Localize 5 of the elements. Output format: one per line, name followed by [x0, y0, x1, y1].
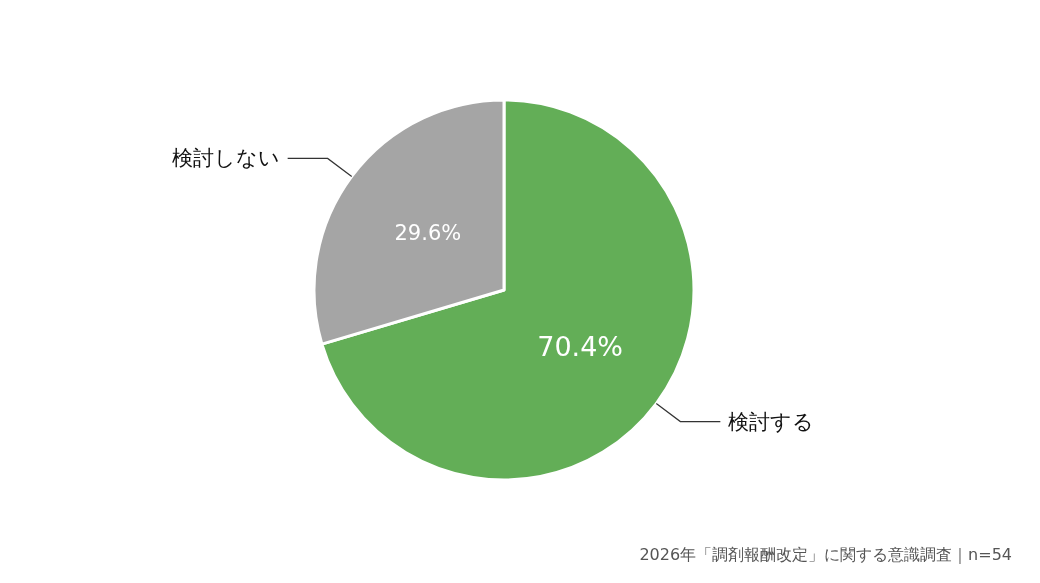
data-label: 29.6%	[394, 221, 462, 246]
slice-label: 検討する	[728, 409, 815, 434]
text: 2026年「調剤報酬改定」に関する意識調査｜n=54	[639, 545, 1012, 564]
data-label: 70.4%	[537, 331, 624, 363]
slice-label: 検討しない	[171, 146, 280, 171]
